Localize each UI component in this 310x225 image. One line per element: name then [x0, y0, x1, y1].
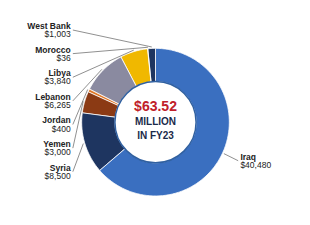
svg-text:$36: $36: [56, 53, 70, 63]
svg-text:$3,000: $3,000: [45, 147, 71, 157]
svg-text:$1,003: $1,003: [45, 29, 71, 39]
svg-text:Morocco: Morocco: [35, 44, 71, 55]
svg-text:Iraq: Iraq: [240, 151, 256, 162]
svg-text:$40,480: $40,480: [240, 160, 271, 170]
svg-text:IN FY23: IN FY23: [137, 130, 174, 141]
svg-text:West Bank: West Bank: [27, 21, 71, 31]
svg-text:Jordan: Jordan: [42, 115, 71, 126]
svg-text:$400: $400: [52, 124, 71, 134]
svg-text:$8,500: $8,500: [45, 171, 71, 181]
svg-text:Syria: Syria: [49, 162, 71, 173]
svg-text:Libya: Libya: [48, 68, 71, 79]
svg-text:$6,265: $6,265: [45, 100, 71, 110]
svg-text:$63.52: $63.52: [134, 98, 177, 114]
svg-text:Lebanon: Lebanon: [35, 91, 71, 102]
svg-text:Yemen: Yemen: [43, 139, 71, 150]
svg-text:$3,840: $3,840: [45, 76, 71, 86]
svg-text:MILLION: MILLION: [135, 116, 176, 127]
